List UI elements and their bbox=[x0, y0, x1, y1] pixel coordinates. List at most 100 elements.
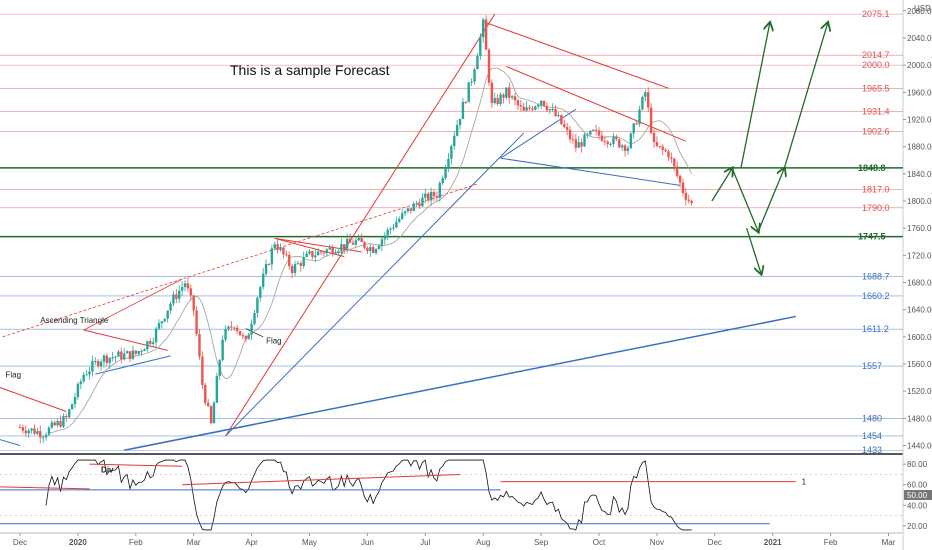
candle-body bbox=[94, 361, 97, 363]
candle-body bbox=[302, 257, 305, 266]
candle-body bbox=[371, 247, 375, 253]
candle-body bbox=[392, 227, 395, 229]
candle-body bbox=[435, 196, 439, 198]
candle-body bbox=[293, 263, 297, 273]
candle-body bbox=[117, 351, 120, 357]
level-label: 1747.5 bbox=[858, 232, 886, 242]
descending-resistance-line bbox=[506, 66, 687, 142]
candle-body bbox=[166, 310, 169, 319]
price-tick-label: 1680.00 bbox=[907, 278, 932, 287]
level-label: 1480 bbox=[862, 413, 882, 423]
candle-body bbox=[157, 323, 161, 329]
candle-body bbox=[615, 136, 618, 140]
candle-body bbox=[510, 96, 514, 98]
candle-body bbox=[18, 427, 22, 429]
candle-body bbox=[389, 228, 392, 230]
candle-body bbox=[499, 94, 502, 104]
candle-body bbox=[345, 238, 349, 249]
candle-body bbox=[163, 318, 166, 322]
candle-body bbox=[464, 101, 468, 103]
candle-body bbox=[73, 397, 77, 405]
time-tick-label: Dec bbox=[13, 538, 27, 547]
dashed-resistance-line bbox=[2, 183, 478, 338]
candle-body bbox=[574, 139, 578, 148]
candle-body bbox=[366, 247, 369, 252]
price-tick-label: 1920.00 bbox=[907, 115, 932, 124]
candle-body bbox=[267, 264, 271, 266]
candle-body bbox=[424, 193, 427, 198]
level-label: 1611.2 bbox=[862, 324, 889, 334]
candle-body bbox=[438, 183, 441, 198]
candle-body bbox=[36, 431, 39, 434]
candle-body bbox=[209, 406, 213, 424]
candle-body bbox=[343, 244, 346, 249]
candle-body bbox=[79, 381, 82, 384]
candle-body bbox=[82, 374, 85, 382]
candle-body bbox=[383, 235, 386, 240]
candle-body bbox=[658, 146, 661, 148]
level-label: 1790.0 bbox=[862, 203, 890, 213]
candle-body bbox=[186, 283, 190, 289]
candle-body bbox=[149, 341, 152, 344]
candle-body bbox=[314, 255, 317, 258]
candle-body bbox=[681, 182, 685, 194]
candle-body bbox=[670, 157, 673, 159]
candle-body bbox=[563, 124, 566, 128]
candle-body bbox=[137, 351, 140, 354]
candle-body bbox=[565, 127, 569, 130]
candle-body bbox=[684, 193, 688, 200]
candle-body bbox=[545, 105, 549, 111]
candle-body bbox=[131, 350, 135, 360]
candle-body bbox=[508, 87, 511, 98]
candle-body bbox=[151, 342, 155, 344]
candle-body bbox=[455, 125, 459, 136]
candle-body bbox=[629, 133, 633, 149]
candle-body bbox=[649, 107, 653, 133]
candle-body bbox=[288, 254, 291, 267]
price-tick-label: 1640.00 bbox=[907, 306, 932, 315]
candle-body bbox=[583, 134, 586, 147]
level-label: 1454 bbox=[862, 431, 882, 441]
candle-body bbox=[235, 327, 239, 332]
forecast-up-arrow bbox=[783, 23, 827, 169]
price-tick-label: 2040.00 bbox=[907, 34, 932, 43]
candle-body bbox=[154, 328, 158, 343]
candle-body bbox=[398, 218, 401, 222]
candle-body bbox=[516, 100, 520, 106]
time-tick-label: Jul bbox=[420, 538, 430, 547]
candle-body bbox=[206, 402, 210, 407]
candle-body bbox=[140, 351, 143, 353]
level-label: 1902.6 bbox=[862, 126, 890, 136]
time-tick-label: Feb bbox=[129, 538, 143, 547]
candle-body bbox=[678, 175, 682, 183]
candle-body bbox=[612, 136, 615, 144]
candle-body bbox=[418, 203, 421, 207]
candle-body bbox=[482, 19, 485, 38]
candle-body bbox=[96, 361, 100, 367]
candle-body bbox=[467, 82, 470, 103]
candle-body bbox=[667, 151, 670, 158]
candle-body bbox=[655, 141, 659, 147]
candle-body bbox=[493, 98, 496, 104]
candle-body bbox=[487, 49, 491, 83]
price-tick-label: 1520.00 bbox=[907, 387, 932, 396]
candle-body bbox=[250, 323, 253, 335]
candle-body bbox=[218, 360, 221, 376]
candle-body bbox=[221, 339, 224, 361]
candle-body bbox=[586, 134, 589, 136]
time-tick-label: Dec bbox=[708, 538, 722, 547]
flag-label: Flag bbox=[266, 337, 282, 346]
candle-body bbox=[380, 239, 384, 246]
level-label: 1688.7 bbox=[862, 272, 890, 282]
candle-body bbox=[369, 247, 372, 252]
candle-body bbox=[632, 123, 635, 134]
candle-body bbox=[24, 430, 27, 434]
candle-body bbox=[305, 253, 308, 258]
candle-body bbox=[282, 247, 285, 255]
falling-support-line bbox=[500, 157, 681, 186]
candle-body bbox=[429, 192, 433, 201]
candle-body bbox=[270, 248, 274, 265]
candle-body bbox=[400, 213, 404, 219]
time-tick-label: 2021 bbox=[764, 538, 782, 547]
